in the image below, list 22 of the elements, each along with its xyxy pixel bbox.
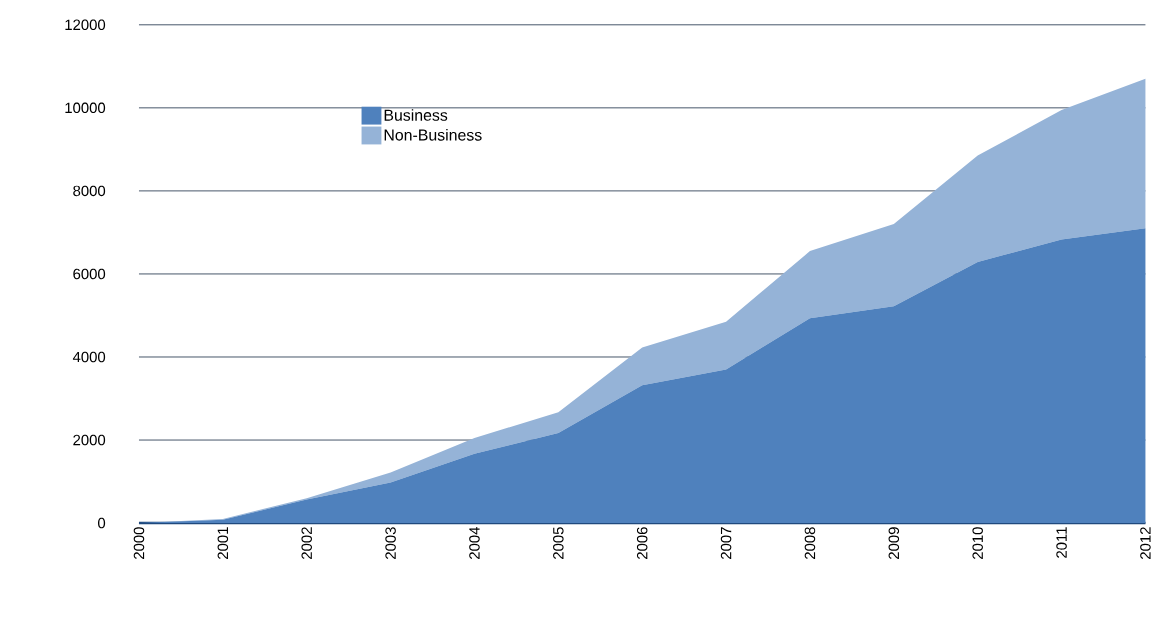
x-tick-label: 2001 xyxy=(217,527,229,559)
y-tick-label: 6000 xyxy=(73,268,106,280)
x-tick-label: 2000 xyxy=(133,526,145,559)
x-tick-label: 2010 xyxy=(972,526,983,559)
x-tick-label: 2009 xyxy=(888,527,900,559)
y-tick-label: 4000 xyxy=(72,351,106,363)
y-tick-label: 10000 xyxy=(65,102,106,113)
x-tick-label: 2012 xyxy=(1140,527,1151,559)
x-tick-label: 2005 xyxy=(553,527,564,559)
x-tick-label: 2003 xyxy=(385,527,396,559)
x-tick-label: 2007 xyxy=(720,527,732,559)
x-tick-label: 2004 xyxy=(469,526,480,559)
x-tick-label: 2011 xyxy=(1056,527,1067,558)
y-tick-label: 8000 xyxy=(73,185,106,196)
x-tick-label: 2002 xyxy=(301,527,312,559)
y-tick-label: 2000 xyxy=(73,434,106,446)
legend-label: Non-Business xyxy=(384,128,482,141)
x-tick-label: 2006 xyxy=(636,527,648,559)
x-tick-label: 2008 xyxy=(804,527,816,559)
y-tick-label: 12000 xyxy=(65,19,106,30)
y-tick-label: 0 xyxy=(98,517,106,529)
legend-label: Business xyxy=(384,108,448,121)
